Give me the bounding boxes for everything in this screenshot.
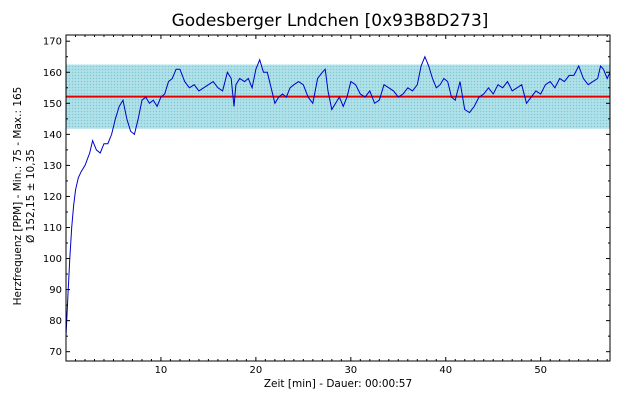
x-tick-label: 10	[155, 365, 168, 376]
y-tick-label: 70	[49, 347, 62, 358]
x-tick-label: 20	[250, 365, 263, 376]
y-tick-label: 90	[49, 285, 62, 296]
y-tick-label: 80	[49, 316, 62, 327]
y-tick-label: 170	[43, 37, 62, 48]
heart-rate-series-line	[66, 55, 610, 337]
plot-frame	[65, 34, 611, 362]
y-axis-label-line-1: Herzfrequenz [PPM] - Min.: 75 - Max.: 16…	[12, 87, 24, 306]
chart-title: Godesberger Lndchen [0x93B8D273]	[172, 11, 489, 31]
y-tick-label: 150	[43, 99, 62, 110]
plot-area: 70 80 90 100 110 120 130 140 150 160 170 10 20 30 40 50	[43, 34, 611, 376]
x-tick-label: 40	[439, 365, 452, 376]
y-tick-label: 160	[43, 68, 62, 79]
y-tick-label: 120	[43, 192, 62, 203]
y-tick-label: 100	[43, 254, 62, 265]
x-tick-label: 30	[344, 365, 357, 376]
y-tick-label: 140	[43, 130, 62, 141]
y-axis-label-line-2: Ø 152,15 ± 10,35	[25, 149, 37, 243]
y-axis-label: Herzfrequenz [PPM] - Min.: 75 - Max.: 16…	[12, 87, 37, 306]
y-tick-label: 110	[43, 223, 62, 234]
y-tick-label: 130	[43, 161, 62, 172]
x-tick-label: 50	[534, 365, 547, 376]
x-axis-label: Zeit [min] - Dauer: 00:00:57	[264, 378, 412, 390]
